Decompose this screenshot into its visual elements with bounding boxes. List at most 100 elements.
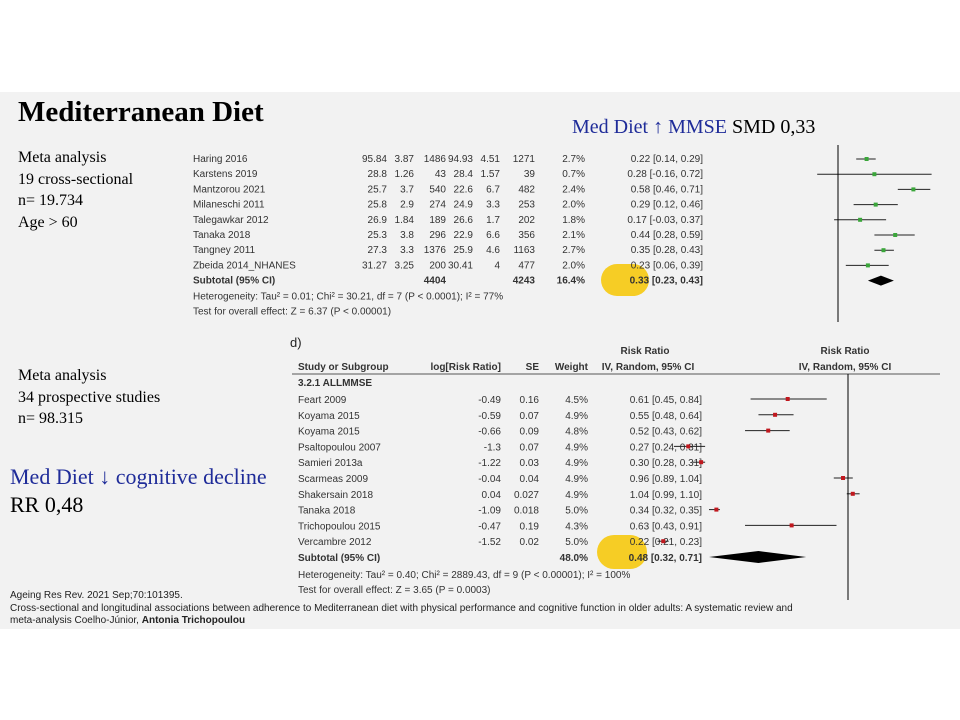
subtotal-label: Subtotal (95% CI) — [298, 553, 380, 564]
effect-point — [850, 491, 855, 496]
n-ctrl: 1163 — [513, 245, 535, 256]
logrr-label: -0.47 — [478, 521, 501, 532]
logrr-label: -0.66 — [478, 427, 501, 438]
callout-mmse: Med Diet ↑ MMSE SMD 0,33 — [572, 116, 815, 139]
se-label: 0.19 — [520, 521, 540, 532]
header-study: Study or Subgroup — [298, 362, 389, 373]
se-label: 0.018 — [514, 506, 539, 517]
mean-ctrl: 24.9 — [454, 200, 474, 211]
ci-label: 0.63 [0.43, 0.91] — [630, 521, 703, 532]
study-label: Koyama 2015 — [298, 427, 360, 438]
n-exp: 274 — [429, 200, 446, 211]
ci-label: 0.22 [0.21, 0.23] — [630, 537, 703, 548]
sd-exp: 3.25 — [395, 260, 415, 271]
meta-analysis-2-info: Meta analysis 34 prospective studies n= … — [18, 365, 160, 430]
study-label: Feart 2009 — [298, 395, 347, 406]
se-label: 0.07 — [520, 442, 540, 453]
sd-ctrl: 4 — [494, 260, 500, 271]
effect-point — [881, 248, 886, 253]
mean-ctrl: 30.41 — [448, 260, 473, 271]
mean-ctrl: 26.6 — [454, 215, 474, 226]
weight-label: 4.9% — [565, 458, 588, 469]
logrr-label: -1.22 — [478, 458, 501, 469]
study-label: Tanaka 2018 — [298, 506, 356, 517]
citation-text: meta-analysis Coelho-Júnior, — [10, 615, 142, 626]
ci-label: 0.17 [-0.03, 0.37] — [627, 215, 703, 226]
n-ctrl: 1271 — [513, 154, 536, 165]
sd-exp: 3.8 — [400, 230, 414, 241]
study-label: Psaltopoulou 2007 — [298, 442, 381, 453]
mean-exp: 95.84 — [362, 154, 387, 165]
mean-exp: 28.8 — [368, 169, 388, 180]
ci-label: 0.27 [0.24, 0.31] — [630, 442, 703, 453]
ci-label: 0.61 [0.45, 0.84] — [630, 395, 703, 406]
sd-ctrl: 4.6 — [486, 245, 500, 256]
study-label: Scarmeas 2009 — [298, 474, 368, 485]
subtotal-label: Subtotal (95% CI) — [193, 276, 275, 287]
effect-point — [841, 476, 846, 480]
se-label: 0.09 — [520, 427, 540, 438]
weight-label: 4.9% — [565, 490, 588, 501]
ci-label: 0.23 [0.06, 0.39] — [631, 260, 704, 271]
subtotal-ci: 0.33 [0.23, 0.43] — [630, 276, 703, 287]
n-ctrl: 482 — [518, 184, 535, 195]
study-label: Haring 2016 — [193, 154, 248, 165]
info-line: n= 19.734 — [18, 192, 84, 209]
ci-label: 0.96 [0.89, 1.04] — [630, 474, 703, 485]
sd-exp: 3.3 — [400, 245, 414, 256]
se-label: 0.03 — [520, 458, 540, 469]
ci-label: 0.29 [0.12, 0.46] — [631, 200, 704, 211]
subtotal-diamond — [867, 275, 894, 286]
weight-label: 2.7% — [562, 245, 585, 256]
info-line: n= 98.315 — [18, 410, 84, 427]
logrr-label: -1.3 — [484, 442, 502, 453]
weight-label: 4.3% — [565, 521, 588, 532]
sd-ctrl: 6.7 — [486, 184, 500, 195]
study-label: Koyama 2015 — [298, 411, 360, 422]
callout-mmse-blue: Med Diet ↑ MMSE — [572, 116, 727, 138]
callout-decline-blue: Med Diet ↓ cognitive decline — [10, 464, 267, 489]
effect-point — [789, 523, 794, 528]
highlight-rr — [597, 535, 647, 569]
header-risk-ratio: Risk Ratio — [621, 346, 670, 357]
study-label: Tangney 2011 — [193, 245, 256, 256]
sd-exp: 3.87 — [395, 154, 415, 165]
sd-exp: 1.84 — [395, 215, 415, 226]
ci-label: 0.34 [0.32, 0.35] — [630, 506, 703, 517]
effect-point — [766, 428, 771, 433]
effect-point — [911, 187, 916, 192]
mean-ctrl: 94.93 — [448, 154, 473, 165]
mean-exp: 25.3 — [368, 230, 388, 241]
mean-exp: 26.9 — [368, 215, 388, 226]
info-line: Meta analysis — [18, 367, 107, 384]
effect-point — [785, 397, 790, 401]
weight-label: 4.5% — [565, 395, 588, 406]
n-ctrl: 477 — [518, 260, 535, 271]
overall-effect-text: Test for overall effect: Z = 6.37 (P < 0… — [193, 307, 391, 318]
mean-ctrl: 28.4 — [454, 169, 474, 180]
n-exp: 540 — [429, 184, 446, 195]
ci-label: 0.30 [0.28, 0.31] — [630, 458, 703, 469]
logrr-label: -0.59 — [478, 411, 501, 422]
se-label: 0.07 — [520, 411, 540, 422]
slide-title: Mediterranean Diet — [18, 96, 264, 128]
sd-exp: 1.26 — [395, 169, 415, 180]
ci-label: 0.22 [0.14, 0.29] — [631, 154, 704, 165]
se-label: 0.027 — [514, 490, 539, 501]
sd-ctrl: 1.57 — [481, 169, 501, 180]
n-ctrl: 39 — [524, 169, 536, 180]
mean-exp: 25.8 — [368, 200, 388, 211]
info-line: Age > 60 — [18, 213, 78, 231]
study-label: Mantzorou 2021 — [193, 184, 266, 195]
se-label: 0.16 — [520, 395, 540, 406]
mean-ctrl: 22.6 — [454, 184, 474, 195]
header-weight: Weight — [555, 362, 589, 373]
sd-ctrl: 6.6 — [486, 230, 500, 241]
logrr-label: -1.09 — [478, 506, 501, 517]
info-line: 19 cross-sectional — [18, 170, 134, 188]
n-exp: 200 — [429, 260, 446, 271]
weight-label: 5.0% — [565, 537, 588, 548]
weight-label: 4.8% — [565, 427, 588, 438]
